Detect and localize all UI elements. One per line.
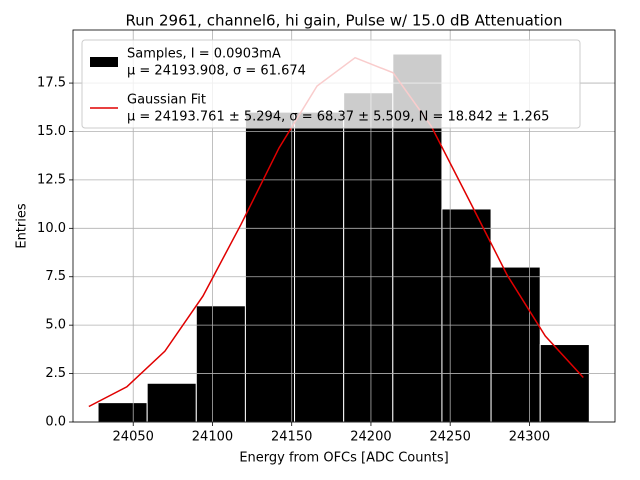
y-tick-label: 0.0 bbox=[45, 415, 66, 430]
legend-label: Gaussian Fit bbox=[127, 93, 206, 108]
y-tick-label: 12.5 bbox=[37, 172, 66, 187]
bar bbox=[441, 208, 492, 423]
axes-frame bbox=[72, 29, 616, 423]
legend-label: Samples, I = 0.0903mA bbox=[127, 47, 281, 62]
bar bbox=[97, 402, 148, 423]
bar bbox=[294, 111, 345, 423]
bar bbox=[244, 111, 296, 423]
legend-swatch bbox=[90, 57, 118, 67]
y-tick-label: 10.0 bbox=[37, 221, 66, 236]
x-tick-label: 24100 bbox=[192, 430, 233, 445]
chart-title: Run 2961, channel6, hi gain, Pulse w/ 15… bbox=[125, 12, 562, 30]
y-tick-label: 15.0 bbox=[37, 124, 66, 139]
x-tick-label: 24200 bbox=[350, 430, 391, 445]
y-tick-label: 7.5 bbox=[45, 269, 66, 284]
legend-box bbox=[81, 39, 581, 129]
y-tick-label: 2.5 bbox=[45, 366, 66, 381]
bar bbox=[490, 266, 541, 423]
legend-stats: μ = 24193.761 ± 5.294, σ = 68.37 ± 5.509… bbox=[127, 110, 549, 125]
x-tick-label: 24250 bbox=[430, 430, 471, 445]
x-tick-label: 24050 bbox=[113, 430, 154, 445]
bar bbox=[146, 382, 197, 423]
y-axis-label: Entries bbox=[15, 203, 30, 249]
x-axis-label: Energy from OFCs [ADC Counts] bbox=[239, 451, 448, 466]
x-tick-label: 24300 bbox=[509, 430, 550, 445]
x-tick-label: 24150 bbox=[271, 430, 312, 445]
y-tick-label: 5.0 bbox=[45, 318, 66, 333]
legend-stats: μ = 24193.908, σ = 61.674 bbox=[127, 64, 306, 79]
y-tick-label: 17.5 bbox=[37, 76, 66, 91]
bar bbox=[343, 92, 394, 423]
bar bbox=[195, 305, 246, 423]
